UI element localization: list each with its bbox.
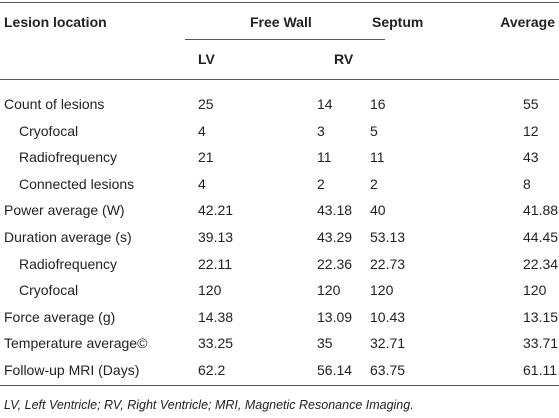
subheader-cell: LV bbox=[198, 51, 215, 67]
cell: 2 bbox=[370, 175, 378, 192]
cell: 43.29 bbox=[317, 229, 353, 245]
cell: 22.36 bbox=[317, 255, 353, 272]
cell: 33.25 bbox=[198, 335, 234, 352]
cell: 4 bbox=[198, 122, 206, 139]
row-label: Power average (W) bbox=[4, 202, 125, 219]
cell: 22.11 bbox=[198, 255, 232, 272]
cell: 4 bbox=[198, 175, 206, 192]
cell: 2 bbox=[317, 175, 325, 192]
cell: 14.38 bbox=[198, 308, 234, 325]
cell: 120 bbox=[317, 282, 341, 299]
row-label: Radiofrequency bbox=[19, 149, 118, 166]
footnote: LV, Left Ventricle; RV, Right Ventricle;… bbox=[4, 398, 414, 412]
cell: 22.34 bbox=[523, 255, 559, 272]
cell: 40 bbox=[370, 202, 386, 219]
row-label: Force average (g) bbox=[4, 308, 116, 325]
cell: 13.09 bbox=[317, 308, 353, 325]
cell: 3 bbox=[317, 122, 325, 139]
cell: 5 bbox=[370, 122, 378, 139]
row-label: Follow-up MRI (Days) bbox=[4, 362, 140, 378]
header-cell: Lesion location bbox=[4, 14, 107, 30]
cell: 11 bbox=[370, 149, 385, 166]
group-rule bbox=[185, 39, 385, 40]
bottom-rule bbox=[0, 385, 559, 386]
top-rule bbox=[0, 2, 559, 3]
header-cell: Septum bbox=[372, 14, 424, 30]
cell: 8 bbox=[523, 175, 531, 192]
row-label: Cryofocal bbox=[19, 122, 79, 139]
subheader-cell: RV bbox=[334, 51, 354, 67]
row-label: Duration average (s) bbox=[4, 229, 132, 245]
cell: 44.45 bbox=[523, 229, 559, 245]
cell: 56.14 bbox=[317, 362, 353, 378]
cell: 63.75 bbox=[370, 362, 406, 378]
header-cell: Free Wall bbox=[250, 14, 312, 30]
cell: 55 bbox=[523, 96, 539, 112]
cell: 13.15 bbox=[523, 308, 559, 325]
cell: 53.13 bbox=[370, 229, 406, 245]
row-label: Cryofocal bbox=[19, 282, 79, 299]
cell: 39.13 bbox=[198, 229, 234, 245]
cell: 33.71 bbox=[523, 335, 559, 352]
cell: 16 bbox=[370, 96, 386, 112]
cell: 43 bbox=[523, 149, 539, 166]
cell: 11 bbox=[317, 149, 332, 166]
header-cell: Average bbox=[500, 14, 555, 30]
cell: 35 bbox=[317, 335, 333, 352]
cell: 43.18 bbox=[317, 202, 353, 219]
cell: 62.2 bbox=[198, 362, 226, 378]
cell: 21 bbox=[198, 149, 214, 166]
row-label: Count of lesions bbox=[4, 96, 105, 112]
cell: 22.73 bbox=[370, 255, 406, 272]
cell: 12 bbox=[523, 122, 539, 139]
header-rule bbox=[0, 79, 559, 80]
cell: 120 bbox=[370, 282, 394, 299]
cell: 10.43 bbox=[370, 308, 406, 325]
cell: 32.71 bbox=[370, 335, 406, 352]
cell: 25 bbox=[198, 96, 214, 112]
cell: 42.21 bbox=[198, 202, 234, 219]
cell: 14 bbox=[317, 96, 333, 112]
cell: 120 bbox=[198, 282, 222, 299]
row-label: Temperature average© bbox=[4, 335, 148, 352]
cell: 41.88 bbox=[523, 202, 559, 219]
row-label: Radiofrequency bbox=[19, 255, 118, 272]
row-label: Connected lesions bbox=[19, 175, 135, 192]
cell: 61.11 bbox=[523, 362, 557, 378]
cell: 120 bbox=[523, 282, 547, 299]
